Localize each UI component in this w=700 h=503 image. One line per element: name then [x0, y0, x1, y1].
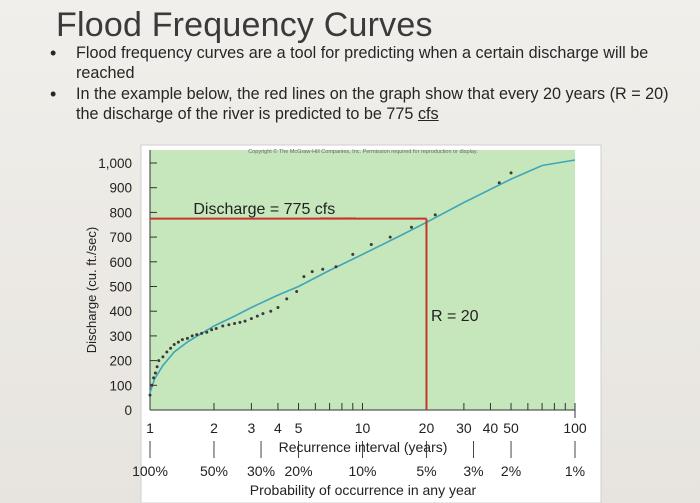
x-tick-label: 30 — [456, 420, 472, 436]
recurrence-annotation: R = 20 — [431, 308, 479, 325]
data-point — [148, 393, 152, 397]
data-point — [210, 328, 214, 332]
y-tick-label: 0 — [124, 403, 132, 418]
x-tick-label: 1 — [146, 420, 154, 436]
probability-label: 30% — [247, 463, 275, 479]
fitted-frequency-curve — [149, 159, 576, 393]
data-point — [169, 346, 173, 350]
y-tick-label: 300 — [109, 329, 132, 344]
data-point — [243, 319, 247, 323]
data-point — [195, 333, 199, 337]
data-point — [205, 330, 209, 334]
data-point — [152, 376, 156, 380]
y-tick-label: 100 — [109, 378, 132, 393]
data-point — [233, 322, 237, 326]
data-point — [388, 235, 392, 239]
plot-background — [150, 150, 575, 410]
y-tick-label: 900 — [109, 181, 132, 196]
data-point — [497, 181, 501, 185]
data-point — [409, 225, 413, 229]
y-tick-label: 1,000 — [98, 156, 132, 171]
data-point — [150, 383, 154, 387]
data-point — [509, 171, 513, 175]
data-point — [369, 243, 373, 247]
data-point — [153, 371, 157, 375]
data-point — [227, 323, 231, 327]
data-point — [269, 309, 273, 313]
data-point — [321, 267, 325, 271]
x-tick-label: 2 — [210, 420, 218, 436]
x-tick-label: 10 — [355, 420, 371, 436]
probability-label: 2% — [501, 463, 521, 479]
y-tick-label: 500 — [109, 280, 132, 295]
bullet-dot-icon: • — [50, 43, 57, 63]
x-tick-label: 20 — [419, 420, 435, 436]
data-point — [351, 252, 355, 256]
data-point — [155, 365, 159, 369]
probability-label: 20% — [285, 463, 313, 479]
probability-label: 3% — [463, 463, 483, 479]
data-point — [255, 314, 259, 318]
bullet-list: • Flood frequency curves are a tool for … — [40, 43, 695, 126]
data-point — [190, 334, 194, 338]
data-point — [161, 355, 165, 359]
data-point — [185, 336, 189, 340]
data-point — [334, 265, 338, 269]
copyright-notice: Copyright © The McGraw-Hill Companies, I… — [248, 148, 478, 155]
bullet-dot-icon: • — [50, 84, 57, 104]
probability-label: 5% — [416, 463, 436, 479]
probability-label: 1% — [565, 463, 585, 479]
data-point — [310, 270, 314, 274]
data-point — [285, 297, 289, 301]
data-point — [200, 331, 204, 335]
y-tick-label: 800 — [109, 205, 132, 220]
y-tick-label: 400 — [109, 304, 132, 319]
x2-axis-label: Probability of occurrence in any year — [250, 482, 477, 498]
slide-title: Flood Frequency Curves — [56, 6, 433, 44]
data-point — [172, 343, 176, 347]
data-point — [180, 338, 184, 342]
data-point — [157, 359, 161, 363]
x-tick-label: 50 — [503, 420, 519, 436]
data-point — [221, 324, 225, 328]
data-point — [295, 289, 299, 293]
bullet-item: • Flood frequency curves are a tool for … — [40, 43, 695, 83]
bullet-text: Flood frequency curves are a tool for pr… — [76, 44, 649, 82]
y-tick-label: 200 — [109, 354, 132, 369]
data-point — [302, 275, 306, 279]
x-tick-label: 40 — [483, 420, 499, 436]
data-point — [249, 317, 253, 321]
data-point — [261, 312, 265, 316]
y-tick-label: 700 — [109, 230, 132, 245]
y-tick-label: 600 — [109, 255, 132, 270]
discharge-annotation: Discharge = 775 cfs — [193, 201, 335, 218]
x-tick-label: 5 — [295, 420, 303, 436]
x-tick-label: 100 — [563, 420, 587, 436]
y-axis-label: Discharge (cu. ft./sec) — [84, 227, 99, 353]
x-tick-label: 3 — [247, 420, 255, 436]
data-point — [176, 340, 180, 344]
data-point — [238, 320, 242, 324]
x-tick-label: 4 — [274, 420, 282, 436]
probability-label: 50% — [200, 463, 228, 479]
data-point — [276, 305, 280, 309]
data-point — [165, 350, 169, 354]
bullet-item: • In the example below, the red lines on… — [40, 84, 695, 124]
data-point — [214, 326, 218, 330]
probability-label: 10% — [348, 463, 376, 479]
bullet-underlined-unit: cfs — [417, 104, 439, 123]
bullet-text: In the example below, the red lines on t… — [76, 85, 669, 123]
data-point — [433, 213, 437, 217]
x-axis-label: Recurrence interval (years) — [279, 439, 448, 455]
probability-label: 100% — [132, 463, 168, 479]
